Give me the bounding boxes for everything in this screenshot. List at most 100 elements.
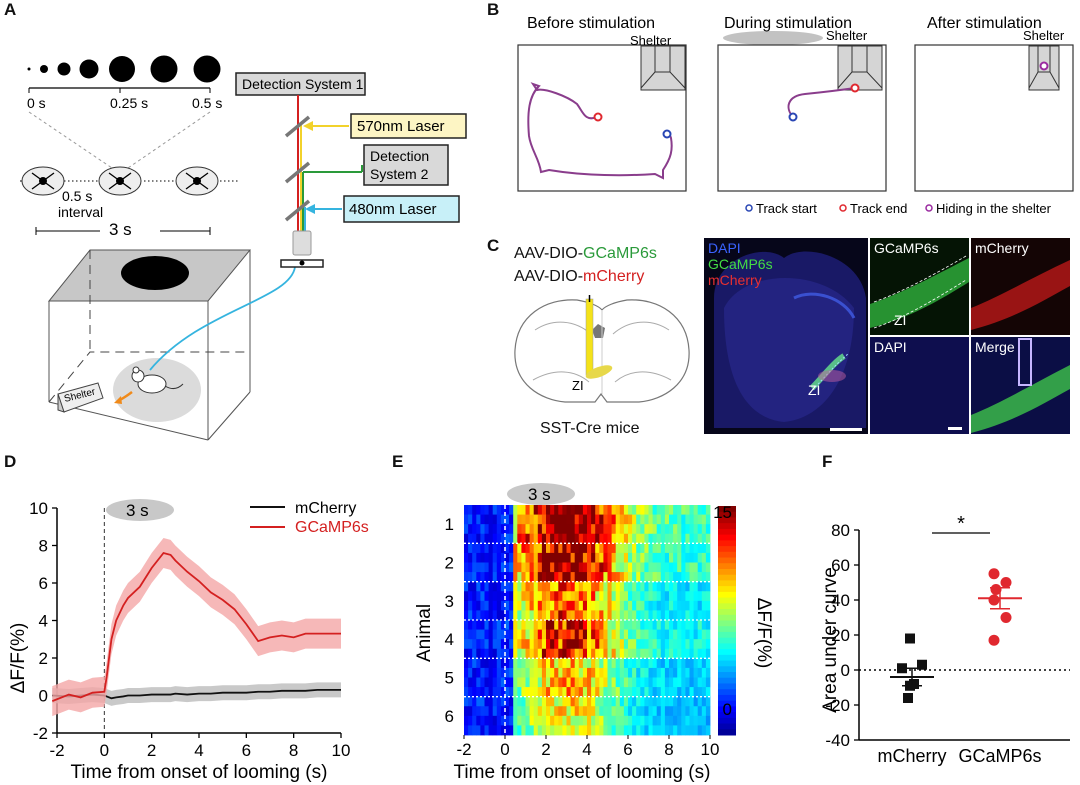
heatmap-cell [644, 552, 649, 563]
heatmap-cell [537, 715, 543, 726]
heatmap-cell [517, 552, 522, 563]
detection-system-2-box [363, 144, 449, 186]
heatmap-cell [566, 552, 571, 563]
y-tick-label: 2 [39, 649, 48, 668]
heatmap-cell [517, 677, 522, 688]
heatmap-cell [644, 677, 649, 688]
heatmap-cell [521, 572, 526, 583]
heatmap-cell [644, 696, 649, 707]
heatmap-cell [677, 667, 682, 678]
heatmap-cell [644, 514, 649, 525]
heatmap-cell [615, 562, 621, 573]
heatmap-cell [611, 524, 617, 535]
heatmap-cell [587, 524, 592, 535]
heatmap-cell [664, 600, 670, 611]
heatmap-cell [685, 591, 690, 602]
heatmap-cell [701, 629, 707, 640]
heatmap-cell [693, 715, 699, 726]
heatmap-cell [644, 562, 649, 573]
heatmap-cell [587, 505, 592, 515]
heatmap-cell [591, 581, 596, 592]
heatmap-cell [488, 505, 494, 515]
heatmap-cell [468, 581, 473, 592]
heatmap-cell [517, 591, 522, 602]
colorbar-segment [718, 574, 736, 581]
heatmap-cell [550, 562, 555, 573]
heatmap-cell [546, 639, 551, 650]
heatmap-cell [550, 591, 555, 602]
heatmap-cell [693, 562, 699, 573]
heatmap-cell [554, 658, 559, 669]
heatmap-cell [669, 629, 674, 640]
heatmap-cell [546, 725, 551, 736]
heatmap-cell [644, 706, 649, 717]
heatmap-cell [628, 677, 633, 688]
heatmap-cell [562, 696, 567, 707]
heatmap-cell [623, 581, 629, 592]
heatmap-cell [562, 572, 567, 583]
heatmap-cell [595, 687, 600, 698]
y-tick-label: 40 [831, 591, 850, 610]
heatmap-cell [554, 524, 559, 535]
looming-dot [40, 65, 48, 73]
heatmap-cell [632, 591, 637, 602]
chart-d-xlabel: Time from onset of looming (s) [71, 762, 328, 783]
heatmap-cell [628, 706, 633, 717]
heatmap-cell [488, 725, 494, 736]
heatmap-cell [521, 562, 526, 573]
heatmap-cell [660, 572, 666, 583]
heatmap-cell [570, 620, 576, 630]
heatmap-cell [521, 667, 526, 678]
heatmap-cell [517, 648, 522, 659]
heatmap-cell [574, 725, 580, 736]
heatmap-cell [484, 600, 489, 611]
heatmap-cell [582, 514, 588, 525]
heatmap-cell [480, 715, 485, 726]
heatmap-cell [701, 648, 707, 659]
heatmap-cell [628, 696, 633, 707]
heatmap-cell [566, 610, 571, 621]
heatmap-cell [636, 629, 641, 640]
heatmap-cell [492, 696, 498, 707]
heatmap-cell [488, 600, 494, 611]
heatmap-cell [693, 524, 699, 535]
heatmap-cell [533, 620, 539, 630]
heatmap-cell [693, 687, 699, 698]
heatmap-cell [599, 505, 604, 515]
heatmap-cell [685, 562, 690, 573]
chart-f-ylabel: Area under curve [820, 567, 841, 713]
tile-mcherry: mCherry [971, 238, 1070, 335]
heatmap-cell [587, 715, 592, 726]
heatmap-cell [701, 667, 707, 678]
colorbar-segment [718, 660, 736, 667]
heatmap-cell [525, 600, 530, 611]
heatmap-cell [558, 648, 563, 659]
colorbar-tick-label: 0 [723, 700, 732, 719]
heatmap-cell [578, 562, 584, 573]
heatmap-cell [681, 533, 686, 544]
heatmap-cell [611, 562, 617, 573]
track-start-before [662, 129, 672, 139]
heatmap-cell [673, 696, 678, 707]
heatmap-cell [619, 533, 625, 544]
heatmap-cell [660, 648, 666, 659]
heatmap-cell [681, 572, 686, 583]
heatmap-cell [636, 562, 641, 573]
heatmap-cell [615, 581, 621, 592]
overview-label-gcamp: GCaMP6s [708, 256, 773, 272]
heatmap-cell [566, 687, 571, 698]
heatmap-cell [681, 677, 686, 688]
heatmap-cell [476, 648, 481, 659]
heatmap-cell [496, 658, 502, 669]
heatmap-cell [488, 677, 494, 688]
heatmap-cell [636, 610, 641, 621]
heatmap-cell [554, 706, 559, 717]
heatmap-cell [660, 524, 666, 535]
heatmap-cell [623, 667, 629, 678]
heatmap-cell [615, 552, 621, 563]
heatmap-cell [566, 725, 571, 736]
heatmap-cell [685, 706, 690, 717]
heatmap-cell [664, 687, 670, 698]
heatmap-cell [484, 629, 489, 640]
heatmap-cell [517, 687, 522, 698]
